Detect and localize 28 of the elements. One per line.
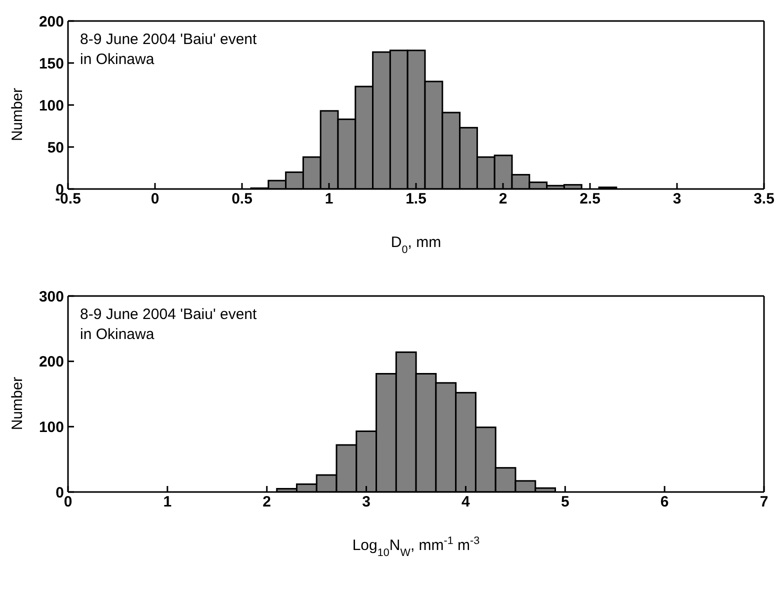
x-tick-label: 5 [560, 494, 570, 511]
annotation: 8-9 June 2004 'Baiu' event in Okinawa [80, 306, 258, 343]
x-axis-title: D$_{0}$, mm [390, 234, 442, 256]
y-tick-label: 150 [38, 55, 64, 72]
x-tick-label: 7 [760, 494, 768, 511]
y-tick-label: 100 [38, 418, 64, 436]
y-axis-title: Number [9, 88, 26, 142]
y-tick-label: 100 [38, 97, 64, 114]
x-tick-label: 0.5 [232, 190, 252, 208]
x-tick-label: 3 [362, 494, 370, 511]
x-tick-label: 2 [262, 494, 272, 511]
x-tick-label: 4 [462, 494, 471, 511]
y-axis-title: Number [9, 376, 26, 430]
x-tick-label: 6 [660, 494, 669, 511]
y-tick-label: 200 [38, 13, 64, 30]
x-tick-label: 1 [163, 494, 172, 511]
x-tick-label: 2 [498, 190, 508, 208]
x-tick-label: 2.5 [580, 190, 600, 208]
x-tick-label: 3 [672, 190, 682, 208]
annotation: 8-9 June 2004 'Baiu' event in Okinawa [80, 31, 258, 68]
x-tick-label: 1 [324, 190, 334, 208]
x-tick-label: 3.5 [754, 190, 774, 208]
y-tick-label: 300 [38, 288, 64, 306]
y-tick-label: 200 [38, 354, 64, 371]
x-axis-title: Log$_{10}$N$_{W}$, mm$^{-1}$ m$^{-3}$ [352, 535, 480, 559]
x-tick-label: 1.5 [406, 190, 426, 208]
y-tick-label: 50 [47, 139, 64, 156]
x-tick-label: 0 [150, 190, 160, 208]
